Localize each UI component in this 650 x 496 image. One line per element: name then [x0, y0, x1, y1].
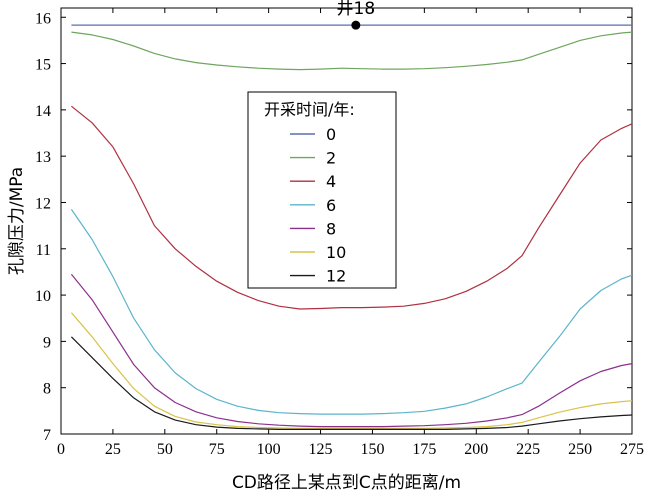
- y-tick-label: 10: [35, 288, 51, 305]
- y-tick-label: 11: [36, 242, 51, 259]
- series-line-12: [70, 336, 633, 430]
- x-tick-label: 250: [568, 441, 592, 458]
- y-axis-label: 孔隙压力/MPa: [7, 167, 27, 275]
- legend: 开采时间/年: 0 2 4 6 8 10 12: [247, 91, 397, 289]
- annotation: 井18: [337, 0, 376, 30]
- series-line-2: [71, 31, 633, 71]
- series-lines: [70, 24, 633, 430]
- legend-items: 0 2 4 6 8 10 12: [290, 125, 346, 286]
- y-tick-label: 12: [35, 195, 51, 212]
- well-label: 井18: [337, 0, 376, 19]
- x-tick-label: 225: [516, 441, 540, 458]
- legend-label-0: 0: [326, 125, 336, 144]
- series-line-8: [70, 273, 633, 428]
- legend-label-6: 6: [326, 196, 336, 215]
- y-tick-label: 14: [35, 103, 51, 120]
- x-axis-label: CD路径上某点到C点的距离/m: [232, 473, 461, 493]
- legend-label-8: 8: [326, 219, 336, 238]
- x-tick-label: 175: [412, 441, 436, 458]
- y-tick-label: 13: [35, 149, 51, 166]
- legend-label-12: 12: [326, 267, 346, 286]
- series-line-10: [70, 312, 633, 429]
- y-tick-label: 9: [43, 334, 51, 351]
- x-tick-label: 50: [157, 441, 173, 458]
- legend-title: 开采时间/年:: [264, 100, 355, 119]
- x-tick-label: 150: [360, 441, 384, 458]
- x-tick-label: 200: [464, 441, 488, 458]
- legend-label-2: 2: [326, 149, 336, 168]
- plot-area: [60, 7, 633, 435]
- plot-frame: [60, 7, 633, 435]
- legend-label-10: 10: [326, 243, 346, 262]
- legend-box: [247, 91, 397, 289]
- x-tick-label: 0: [57, 441, 65, 458]
- x-tick-label: 25: [105, 441, 121, 458]
- series-line-4: [71, 105, 633, 310]
- x-tick-label: 125: [309, 441, 333, 458]
- y-tick-label: 8: [43, 381, 51, 398]
- x-tick-label: 75: [209, 441, 225, 458]
- x-tick-label: 100: [257, 441, 281, 458]
- y-axis: 7 8 9 10 11 12 13 14 15 16: [35, 10, 632, 444]
- legend-label-4: 4: [326, 172, 336, 191]
- y-tick-label: 16: [35, 10, 51, 27]
- x-tick-label: 275: [620, 441, 644, 458]
- y-tick-label: 15: [35, 57, 51, 74]
- y-tick-label: 7: [43, 427, 51, 444]
- series-line-6: [70, 209, 633, 415]
- well-marker: [351, 20, 361, 30]
